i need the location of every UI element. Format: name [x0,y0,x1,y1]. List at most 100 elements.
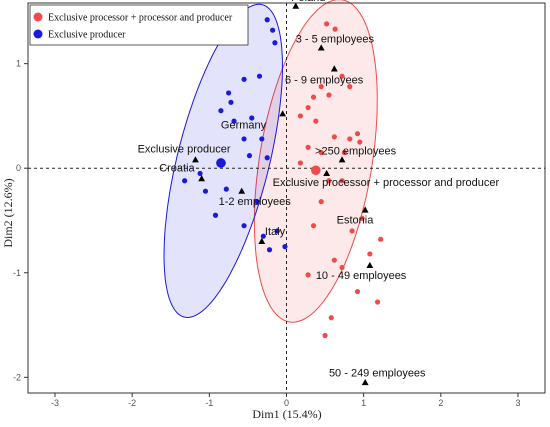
y-tick-label-2: 0 [16,163,21,173]
point-s1-4 [241,76,247,82]
point-s0-20 [349,228,355,234]
point-s0-30 [322,332,328,339]
point-s0-12 [305,144,311,150]
point-s0-32 [310,94,317,100]
point-s0-6 [305,104,311,111]
annotation-label-12: 50 - 249 employees [329,367,426,379]
point-s1-19 [254,199,260,205]
point-s1-16 [182,178,188,184]
annotation-marker-9 [361,206,369,213]
point-s0-17 [339,178,345,184]
x-tick-label-4: 1 [361,398,366,408]
point-s0-11 [357,139,363,145]
point-s1-13 [264,155,270,161]
annotation-label-1: 3 - 5 employees [296,34,375,46]
y-tick-label-3: 1 [16,59,21,69]
point-s0-25 [339,264,345,271]
reference-lines [28,3,545,393]
x-tick-label-6: 3 [515,398,520,408]
y-tick-label-0: -2 [13,372,21,382]
annotation-marker-3 [279,110,287,117]
annotation-marker-12 [361,378,369,386]
x-tick-label-0: -3 [51,398,59,408]
point-s1-17 [202,188,209,194]
point-s1-8 [231,118,237,124]
legend-swatch-0 [33,12,43,22]
point-s1-24 [274,228,280,234]
point-s1-2 [272,40,278,46]
point-s0-0 [324,21,330,27]
y-tick-label-1: -1 [13,268,21,278]
annotation-label-5: Croatia [159,162,195,174]
annotation-label-3: Germany [221,119,267,131]
point-s0-7 [313,118,319,124]
point-s1-20 [241,223,247,229]
point-s1-23 [282,244,288,250]
point-s1-12 [246,153,253,159]
point-s0-23 [367,251,373,257]
point-s1-3 [256,73,263,79]
annotation-label-7: Exclusive processor + processor and prod… [273,177,500,189]
annotation-marker-6 [338,156,346,163]
legend-box [29,4,249,46]
x-tick-label-5: 2 [438,398,443,408]
point-s1-21 [260,233,266,239]
point-s1-7 [218,108,224,114]
point-s0-26 [305,272,311,278]
annotation-label-11: 10 - 49 employees [316,270,407,282]
x-tick-label-3: 0 [284,398,289,408]
x-tick-label-1: -2 [128,398,136,408]
point-s1-9 [249,115,255,121]
point-s1-1 [270,27,276,33]
annotation-label-9: Estonia [337,215,375,227]
point-s1-0 [264,17,270,23]
annotation-label-0: Poland [291,0,325,4]
data-points [182,17,384,339]
annotation-marker-11 [366,261,374,269]
point-s0-27 [354,288,361,295]
annotation-marker-5 [198,175,206,182]
centroid-1 [216,158,226,168]
point-s0-24 [331,257,337,263]
point-s0-3 [347,84,353,90]
point-s0-10 [331,134,337,140]
annotation-marker-0 [292,2,300,9]
annotation-marker-7 [323,169,331,177]
point-s0-18 [318,199,324,205]
centroid-0 [311,165,321,176]
point-s0-2 [339,73,345,79]
point-s0-31 [297,113,303,119]
annotation-label-4: Exclusive producer [138,144,231,156]
point-s1-22 [266,247,273,253]
annotation-label-6: >250 employees [315,146,397,158]
x-axis-title: Dim1 (15.4%) [252,407,321,421]
legend-label-0: Exclusive processor + processor and prod… [48,13,233,24]
annotation-marker-1 [317,44,325,51]
point-s1-15 [197,170,203,177]
point-s1-10 [241,136,247,142]
point-s0-9 [347,136,353,142]
axis-ticks: -3 -2 -1 0 1 2 3 -2 -1 0 1 [13,59,521,408]
legend: Exclusive processor + processor and prod… [29,4,249,46]
point-s0-29 [328,315,334,321]
point-s0-15 [297,160,303,166]
point-s1-6 [228,99,234,105]
point-s1-11 [259,136,265,142]
point-s0-22 [359,215,365,221]
point-s0-8 [354,131,361,137]
point-s0-21 [378,236,384,242]
point-s0-1 [332,26,338,32]
annotation-marker-2 [330,65,338,72]
y-axis-title: Dim2 (12.6%) [1,178,15,247]
point-s0-5 [326,92,332,98]
point-s1-25 [223,186,229,192]
annotation-label-8: 1-2 employees [219,196,292,208]
annotation-label-2: 6 - 9 employees [285,75,364,87]
legend-swatch-1 [33,29,43,39]
point-s0-16 [326,178,332,184]
point-s1-18 [212,212,219,218]
x-tick-label-2: -1 [205,398,213,408]
point-s0-14 [341,149,347,156]
